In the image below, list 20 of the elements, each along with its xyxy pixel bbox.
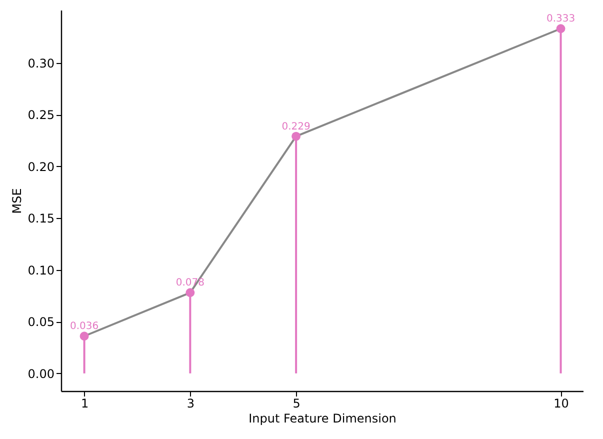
y-tick-label: 0.30	[28, 56, 54, 70]
point	[556, 24, 566, 34]
x-tick-label: 1	[80, 396, 89, 410]
x-axis-title: Input Feature Dimension	[248, 412, 396, 426]
y-axis-title: MSE	[10, 188, 24, 214]
x-tick-label: 10	[554, 396, 569, 410]
y-tick-label: 0.25	[28, 108, 54, 122]
point	[292, 132, 301, 141]
data-label: 0.333	[546, 14, 576, 25]
point	[186, 288, 195, 298]
y-tick-label: 0.00	[28, 366, 54, 381]
x-tick-label: 3	[186, 396, 194, 410]
y-tick-label: 0.05	[28, 315, 54, 330]
y-tick-label: 0.15	[28, 212, 54, 226]
data-label: 0.036	[70, 321, 99, 332]
data-label: 0.229	[282, 121, 310, 132]
y-tick-label: 0.10	[28, 263, 54, 278]
y-tick-label: 0.20	[28, 160, 54, 174]
point	[80, 332, 89, 341]
x-tick-label: 5	[292, 396, 300, 410]
